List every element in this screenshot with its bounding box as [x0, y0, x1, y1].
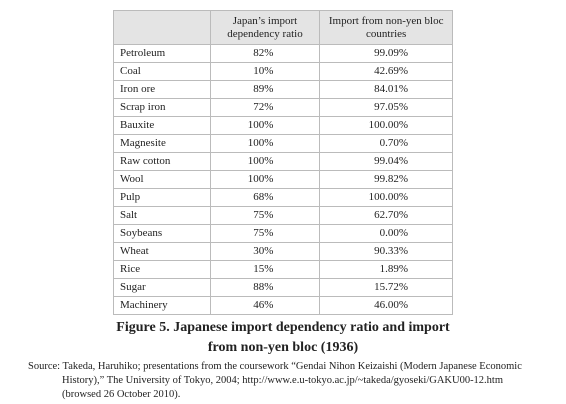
- source-text: Takeda, Haruhiko; presentations from the…: [62, 361, 522, 400]
- table-row: Wool 100% 99.82%: [113, 170, 453, 189]
- value-cell: 100.00%: [319, 188, 453, 207]
- header-row: Japan’s import dependency ratio Import f…: [113, 10, 453, 45]
- table-row: Iron ore 89% 84.01%: [113, 80, 453, 99]
- value-cell: 89%: [209, 80, 321, 99]
- value-cell: 99.09%: [319, 44, 453, 63]
- table-row: Sugar 88% 15.72%: [113, 278, 453, 297]
- table-body: Petroleum 82% 99.09% Coal 10% 42.69% Iron ore 8…: [113, 44, 453, 315]
- value-cell: 46%: [209, 296, 321, 315]
- table-row: Coal 10% 42.69%: [113, 62, 453, 81]
- value-cell: 88%: [209, 278, 321, 297]
- table-row: Salt 75% 62.70%: [113, 206, 453, 225]
- row-label: Raw cotton: [113, 152, 211, 171]
- value-cell: 15.72%: [319, 278, 453, 297]
- value-cell: 0.70%: [319, 134, 453, 153]
- value-cell: 46.00%: [319, 296, 453, 315]
- value-cell: 10%: [209, 62, 321, 81]
- source-note: Source: Takeda, Haruhiko; presentations …: [28, 360, 540, 402]
- row-label: Pulp: [113, 188, 211, 207]
- table-row: Petroleum 82% 99.09%: [113, 44, 453, 63]
- value-cell: 75%: [209, 206, 321, 225]
- value-cell: 62.70%: [319, 206, 453, 225]
- row-label: Coal: [113, 62, 211, 81]
- value-cell: 100%: [209, 170, 321, 189]
- table-row: Magnesite 100% 0.70%: [113, 134, 453, 153]
- row-label: Sugar: [113, 278, 211, 297]
- value-cell: 99.04%: [319, 152, 453, 171]
- row-label: Petroleum: [113, 44, 211, 63]
- value-cell: 100.00%: [319, 116, 453, 135]
- header-cell: [113, 10, 211, 45]
- data-table: Japan’s import dependency ratio Import f…: [113, 10, 453, 315]
- value-cell: 82%: [209, 44, 321, 63]
- table-row: Machinery 46% 46.00%: [113, 296, 453, 315]
- value-cell: 99.82%: [319, 170, 453, 189]
- row-label: Bauxite: [113, 116, 211, 135]
- header-cell: Import from non-yen bloc countries: [319, 10, 453, 45]
- value-cell: 68%: [209, 188, 321, 207]
- value-cell: 42.69%: [319, 62, 453, 81]
- table-row: Raw cotton 100% 99.04%: [113, 152, 453, 171]
- header-cell: Japan’s import dependency ratio: [209, 10, 321, 45]
- row-label: Salt: [113, 206, 211, 225]
- table-row: Wheat 30% 90.33%: [113, 242, 453, 261]
- value-cell: 15%: [209, 260, 321, 279]
- row-label: Magnesite: [113, 134, 211, 153]
- value-cell: 97.05%: [319, 98, 453, 117]
- value-cell: 30%: [209, 242, 321, 261]
- table-row: Soybeans 75% 0.00%: [113, 224, 453, 243]
- value-cell: 100%: [209, 116, 321, 135]
- value-cell: 84.01%: [319, 80, 453, 99]
- value-cell: 100%: [209, 152, 321, 171]
- row-label: Scrap iron: [113, 98, 211, 117]
- figure-caption: Figure 5. Japanese import dependency rat…: [116, 320, 450, 355]
- value-cell: 100%: [209, 134, 321, 153]
- value-cell: 75%: [209, 224, 321, 243]
- row-label: Rice: [113, 260, 211, 279]
- table-row: Pulp 68% 100.00%: [113, 188, 453, 207]
- row-label: Wool: [113, 170, 211, 189]
- table-row: Scrap iron 72% 97.05%: [113, 98, 453, 117]
- value-cell: 72%: [209, 98, 321, 117]
- value-cell: 0.00%: [319, 224, 453, 243]
- row-label: Machinery: [113, 296, 211, 315]
- table-row: Rice 15% 1.89%: [113, 260, 453, 279]
- table-row: Bauxite 100% 100.00%: [113, 116, 453, 135]
- value-cell: 90.33%: [319, 242, 453, 261]
- value-cell: 1.89%: [319, 260, 453, 279]
- row-label: Soybeans: [113, 224, 211, 243]
- row-label: Wheat: [113, 242, 211, 261]
- row-label: Iron ore: [113, 80, 211, 99]
- source-label: Source:: [28, 361, 61, 372]
